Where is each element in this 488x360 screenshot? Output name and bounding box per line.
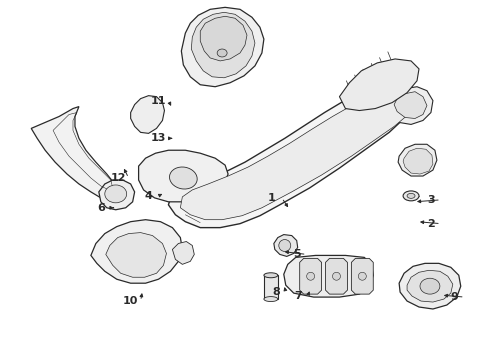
Polygon shape xyxy=(393,92,426,118)
Text: 11: 11 xyxy=(150,96,166,105)
Text: 8: 8 xyxy=(271,287,279,297)
Polygon shape xyxy=(191,12,254,78)
Polygon shape xyxy=(402,148,432,174)
Polygon shape xyxy=(351,258,372,294)
Text: 12: 12 xyxy=(111,173,126,183)
Polygon shape xyxy=(339,59,418,111)
Polygon shape xyxy=(99,180,134,210)
Text: 1: 1 xyxy=(267,193,275,203)
Ellipse shape xyxy=(406,193,414,198)
Polygon shape xyxy=(406,270,452,302)
Polygon shape xyxy=(325,258,346,294)
Ellipse shape xyxy=(217,49,226,57)
Text: 10: 10 xyxy=(122,296,138,306)
Polygon shape xyxy=(91,220,182,283)
Text: 3: 3 xyxy=(426,195,434,205)
Polygon shape xyxy=(299,258,321,294)
Polygon shape xyxy=(398,264,460,309)
Ellipse shape xyxy=(306,272,314,280)
Polygon shape xyxy=(168,83,418,228)
Ellipse shape xyxy=(169,167,197,189)
Ellipse shape xyxy=(402,191,418,201)
Polygon shape xyxy=(397,144,436,176)
Polygon shape xyxy=(130,96,164,133)
Text: 7: 7 xyxy=(293,291,301,301)
Text: 4: 4 xyxy=(144,191,152,201)
Polygon shape xyxy=(105,233,166,277)
Polygon shape xyxy=(180,92,410,220)
Ellipse shape xyxy=(264,273,277,278)
Ellipse shape xyxy=(419,278,439,294)
Text: 2: 2 xyxy=(426,219,434,229)
Text: 5: 5 xyxy=(292,249,300,260)
Ellipse shape xyxy=(278,239,290,251)
Polygon shape xyxy=(138,150,227,202)
Text: 13: 13 xyxy=(150,133,166,143)
Text: 9: 9 xyxy=(450,292,458,302)
Polygon shape xyxy=(264,275,277,299)
Polygon shape xyxy=(283,255,372,297)
Ellipse shape xyxy=(264,297,277,302)
Polygon shape xyxy=(273,235,297,256)
Polygon shape xyxy=(388,87,432,125)
Polygon shape xyxy=(181,7,264,87)
Ellipse shape xyxy=(332,272,340,280)
Polygon shape xyxy=(200,16,246,61)
Ellipse shape xyxy=(104,185,126,203)
Polygon shape xyxy=(172,242,194,264)
Text: 6: 6 xyxy=(97,203,104,213)
Ellipse shape xyxy=(358,272,366,280)
Polygon shape xyxy=(31,107,119,200)
